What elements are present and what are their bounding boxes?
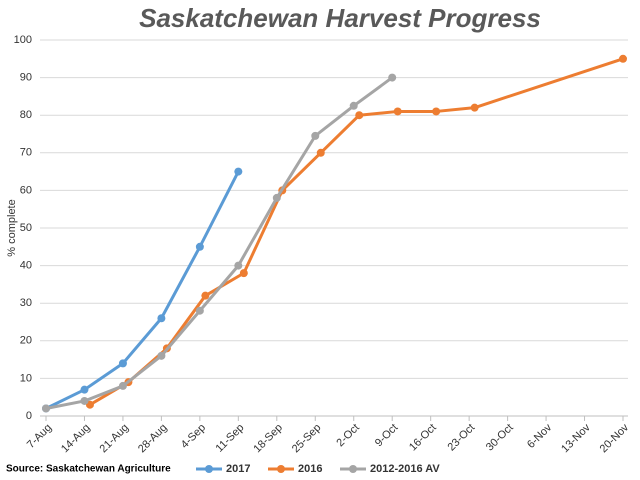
y-axis-label: % complete	[6, 199, 18, 256]
x-tick-label: 6-Nov	[525, 421, 555, 451]
x-tick-label: 14-Aug	[59, 422, 93, 456]
x-tick-label: 7-Aug	[25, 422, 54, 451]
source: Source: Saskatchewan Agriculture	[6, 464, 171, 475]
y-tick-label: 10	[20, 372, 32, 384]
point	[157, 314, 166, 323]
x-tick-label: 16-Oct	[407, 422, 439, 454]
point	[234, 167, 243, 176]
legend-marker	[277, 465, 285, 473]
y-tick-label: 70	[20, 147, 32, 159]
point	[619, 54, 627, 63]
point	[118, 381, 127, 390]
x-tick-label: 28-Aug	[136, 422, 170, 456]
legend-marker	[205, 465, 213, 473]
y-tick-label: 50	[20, 222, 32, 234]
x-tick-label: 4-Sep	[179, 422, 208, 451]
point	[201, 291, 210, 300]
point	[349, 101, 358, 110]
legend-label: 2012-2016 AV	[370, 463, 440, 475]
y-tick-label: 40	[20, 260, 32, 272]
legend-label: 2017	[226, 463, 250, 475]
series-line	[89, 57, 624, 407]
x-tick-label: 21-Aug	[98, 422, 132, 456]
x-tick-label: 13-Nov	[559, 421, 593, 455]
legend-marker	[349, 465, 357, 473]
x-tick-label: 18-Sep	[251, 422, 285, 456]
point	[311, 131, 320, 140]
x-tick-label: 30-Oct	[484, 422, 516, 454]
series-line	[45, 170, 240, 410]
x-tick-label: 25-Sep	[290, 422, 324, 456]
y-tick-label: 0	[26, 410, 32, 422]
x-tick-label: 23-Oct	[445, 422, 477, 454]
point	[42, 404, 50, 413]
x-tick-label: 9-Oct	[373, 422, 401, 450]
point	[388, 73, 397, 82]
point	[239, 269, 248, 278]
point	[118, 359, 127, 368]
legend-label: 2016	[298, 463, 322, 475]
point	[80, 396, 89, 405]
point	[470, 103, 479, 112]
y-tick-label: 80	[20, 109, 32, 121]
point	[80, 385, 89, 394]
y-tick-label: 100	[14, 34, 32, 46]
x-tick-label: 11-Sep	[214, 422, 247, 455]
point	[157, 351, 166, 360]
chart-title: Saskatchewan Harvest Progress	[139, 3, 541, 33]
point	[195, 306, 204, 315]
point	[234, 261, 243, 270]
point	[316, 148, 325, 157]
y-tick-label: 90	[20, 72, 32, 84]
y-tick-label: 60	[20, 184, 32, 196]
point	[272, 193, 281, 202]
point	[393, 107, 402, 116]
point	[432, 107, 441, 116]
y-tick-label: 20	[20, 335, 32, 347]
point	[355, 111, 364, 120]
x-tick-label: 2-Oct	[334, 422, 362, 450]
y-tick-label: 30	[20, 297, 32, 309]
point	[195, 242, 204, 251]
series-line	[45, 76, 394, 410]
x-tick-label: 20-Nov	[598, 421, 632, 455]
